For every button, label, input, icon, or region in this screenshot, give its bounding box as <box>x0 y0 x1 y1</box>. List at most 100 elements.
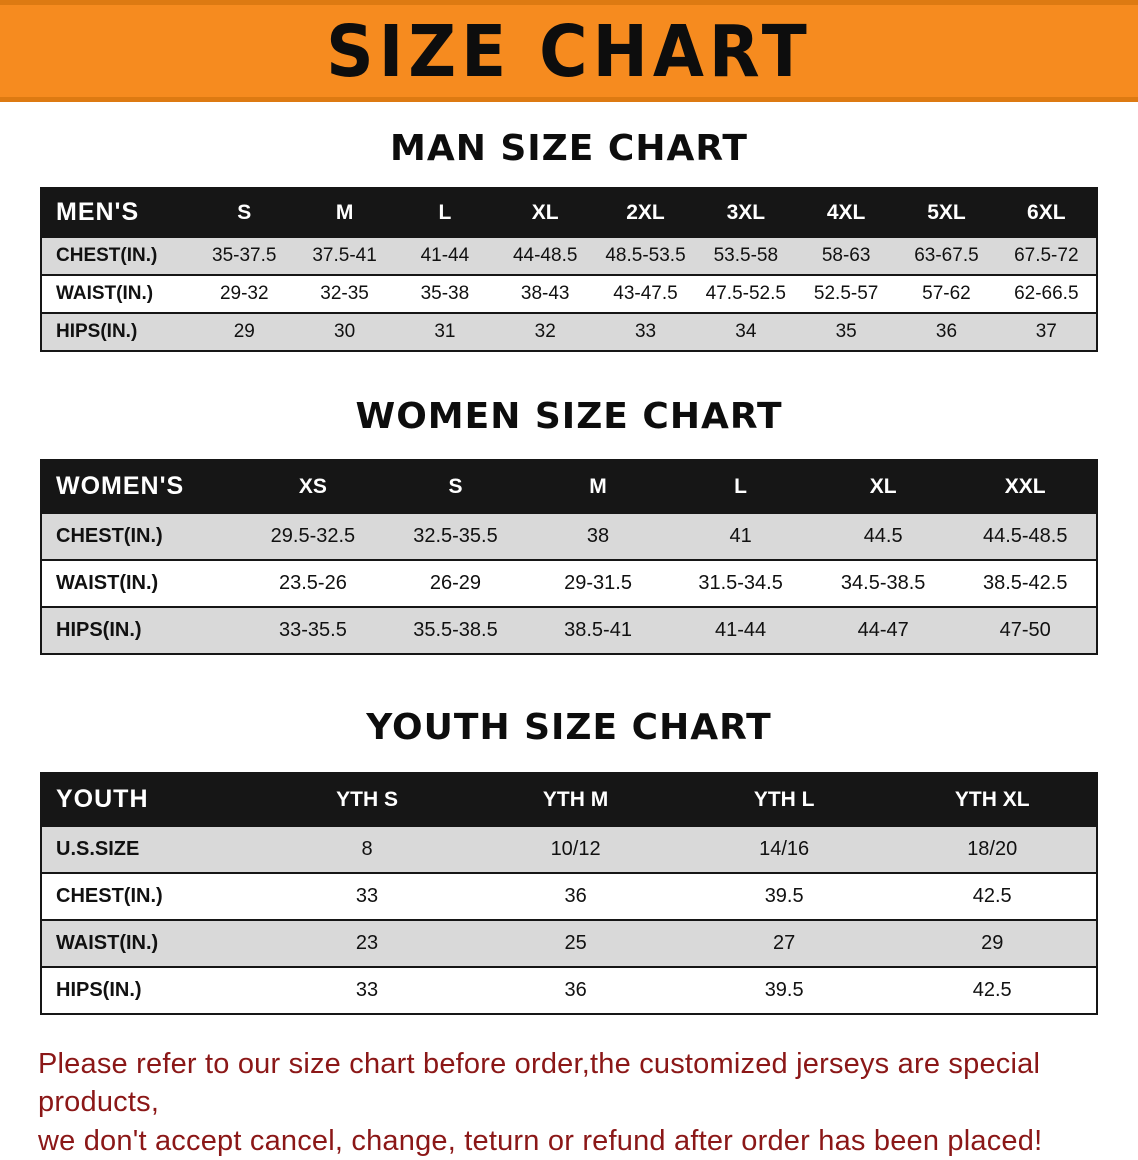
row-label-cell: HIPS(IN.) <box>56 979 142 1001</box>
row-label-cell: WAIST(IN.) <box>56 932 159 954</box>
footer-disclaimer: Please refer to our size chart before or… <box>38 1045 1100 1160</box>
table-row: CHEST(IN.) 29.5-32.5 32.5-35.5 38 41 44.5 44.5… <box>41 513 1097 560</box>
table-header-row: YOUTH YTH S YTH M YTH L YTH XL <box>41 773 1097 826</box>
size-header-cell: M <box>294 188 395 237</box>
value-cell: 63-67.5 <box>914 245 979 266</box>
value-cell: 67.5-72 <box>1014 245 1079 266</box>
size-chart-banner: SIZE CHART <box>0 0 1138 102</box>
value-cell: 44-47 <box>857 619 909 641</box>
value-cell: 35.5-38.5 <box>413 619 498 641</box>
value-cell: 39.5 <box>764 885 804 907</box>
value-cell: 29 <box>981 932 1004 954</box>
value-cell: 26-29 <box>429 572 482 594</box>
value-cell: 42.5 <box>972 979 1012 1001</box>
value-cell: 10/12 <box>550 838 601 860</box>
size-header-cell: 4XL <box>795 188 897 237</box>
row-label-cell: WAIST(IN.) <box>56 283 154 304</box>
footer-disclaimer-line2: we don't accept cancel, change, teturn o… <box>38 1124 1043 1157</box>
value-cell: 37.5-41 <box>312 245 377 266</box>
value-cell: 29-32 <box>219 283 269 304</box>
women-section-title: WOMEN SIZE CHART <box>355 396 783 437</box>
row-label-cell: U.S.SIZE <box>56 838 140 860</box>
row-label-cell: CHEST(IN.) <box>56 885 163 907</box>
value-cell: 41-44 <box>420 245 470 266</box>
value-cell: 37 <box>1035 321 1057 342</box>
value-cell: 38.5-41 <box>564 619 632 641</box>
women-size-table: WOMEN'S XS S M L XL XXL CHEST(IN.) 29.5-32.5 32.5… <box>40 459 1098 655</box>
value-cell: 36 <box>564 979 587 1001</box>
size-header-cell: YTH XL <box>888 773 1097 826</box>
table-header-row: WOMEN'S XS S M L XL XXL <box>41 460 1097 513</box>
value-cell: 29 <box>233 321 255 342</box>
size-header-cell: XL <box>811 460 955 513</box>
value-cell: 52.5-57 <box>813 283 879 304</box>
value-cell: 48.5-53.5 <box>605 245 686 266</box>
value-cell: 32-35 <box>320 283 369 304</box>
value-cell: 33 <box>355 979 379 1001</box>
value-cell: 23 <box>355 932 379 954</box>
size-header-cell: M <box>526 460 670 513</box>
banner-title: SIZE CHART <box>326 9 812 93</box>
table-row: HIPS(IN.) 33 36 39.5 42.5 <box>41 967 1097 1014</box>
value-cell: 29-31.5 <box>564 572 632 594</box>
table-row: WAIST(IN.) 23 25 27 29 <box>41 920 1097 967</box>
row-label-cell: CHEST(IN.) <box>56 525 163 547</box>
row-label-cell: CHEST(IN.) <box>56 245 158 266</box>
size-header-cell: YTH S <box>262 773 472 826</box>
value-cell: 33 <box>355 885 379 907</box>
value-cell: 44.5 <box>863 525 903 547</box>
value-cell: 25 <box>564 932 587 954</box>
value-cell: 41-44 <box>715 619 767 641</box>
value-cell: 35-38 <box>420 283 470 304</box>
row-label-cell: WAIST(IN.) <box>56 572 159 594</box>
value-cell: 32 <box>534 321 556 342</box>
value-cell: 27 <box>773 932 796 954</box>
value-cell: 35 <box>835 321 857 342</box>
table-row: WAIST(IN.) 29-32 32-35 35-38 38-43 43-47.5 47.… <box>41 275 1097 313</box>
value-cell: 18/20 <box>967 838 1018 860</box>
value-cell: 34 <box>735 321 757 342</box>
value-cell: 31.5-34.5 <box>698 572 783 594</box>
size-header-cell: S <box>384 460 527 513</box>
table-row: U.S.SIZE 8 10/12 14/16 18/20 <box>41 826 1097 873</box>
value-cell: 36 <box>564 885 587 907</box>
size-header-cell: 2XL <box>595 188 696 237</box>
value-cell: 38.5-42.5 <box>982 572 1068 594</box>
value-cell: 38 <box>586 525 610 547</box>
value-cell: 47.5-52.5 <box>705 283 786 304</box>
table-row: CHEST(IN.) 33 36 39.5 42.5 <box>41 873 1097 920</box>
size-header-cell: L <box>669 460 812 513</box>
table-row: HIPS(IN.) 33-35.5 35.5-38.5 38.5-41 41-44 44-… <box>41 607 1097 654</box>
value-cell: 39.5 <box>764 979 804 1001</box>
table-row: HIPS(IN.) 29 30 31 32 33 34 35 36 37 <box>41 313 1097 351</box>
table-header-row: MEN'S S M L XL 2XL 3XL 4XL 5XL 6XL <box>41 188 1097 237</box>
value-cell: 41 <box>729 525 752 547</box>
value-cell: 57-62 <box>922 283 971 304</box>
size-header-cell: XXL <box>954 460 1097 513</box>
value-cell: 44-48.5 <box>512 245 578 266</box>
value-cell: 44.5-48.5 <box>982 525 1068 547</box>
table-row: WAIST(IN.) 23.5-26 26-29 29-31.5 31.5-34.5 34… <box>41 560 1097 607</box>
table-title-cell: WOMEN'S <box>41 460 242 513</box>
size-header-cell: YTH M <box>471 773 680 826</box>
value-cell: 33-35.5 <box>278 619 347 641</box>
value-cell: 33 <box>634 321 657 342</box>
size-header-cell: 3XL <box>695 188 796 237</box>
youth-size-table: YOUTH YTH S YTH M YTH L YTH XL U.S.SIZE 8 10/12… <box>40 772 1098 1015</box>
value-cell: 8 <box>361 838 373 860</box>
value-cell: 62-66.5 <box>1014 283 1079 304</box>
value-cell: 58-63 <box>821 245 871 266</box>
value-cell: 53.5-58 <box>713 245 779 266</box>
value-cell: 34.5-38.5 <box>840 572 926 594</box>
value-cell: 43-47.5 <box>613 283 678 304</box>
value-cell: 31 <box>434 321 456 342</box>
size-header-cell: 5XL <box>896 188 997 237</box>
value-cell: 35-37.5 <box>212 245 277 266</box>
footer-disclaimer-line1: Please refer to our size chart before or… <box>38 1048 1041 1119</box>
value-cell: 36 <box>935 321 958 342</box>
value-cell: 38-43 <box>520 283 570 304</box>
men-size-table: MEN'S S M L XL 2XL 3XL 4XL 5XL 6XL CHEST(IN.) 35-37… <box>40 187 1098 352</box>
row-label-cell: HIPS(IN.) <box>56 619 142 641</box>
table-row: CHEST(IN.) 35-37.5 37.5-41 41-44 44-48.5 48.5… <box>41 237 1097 275</box>
value-cell: 47-50 <box>999 619 1051 641</box>
